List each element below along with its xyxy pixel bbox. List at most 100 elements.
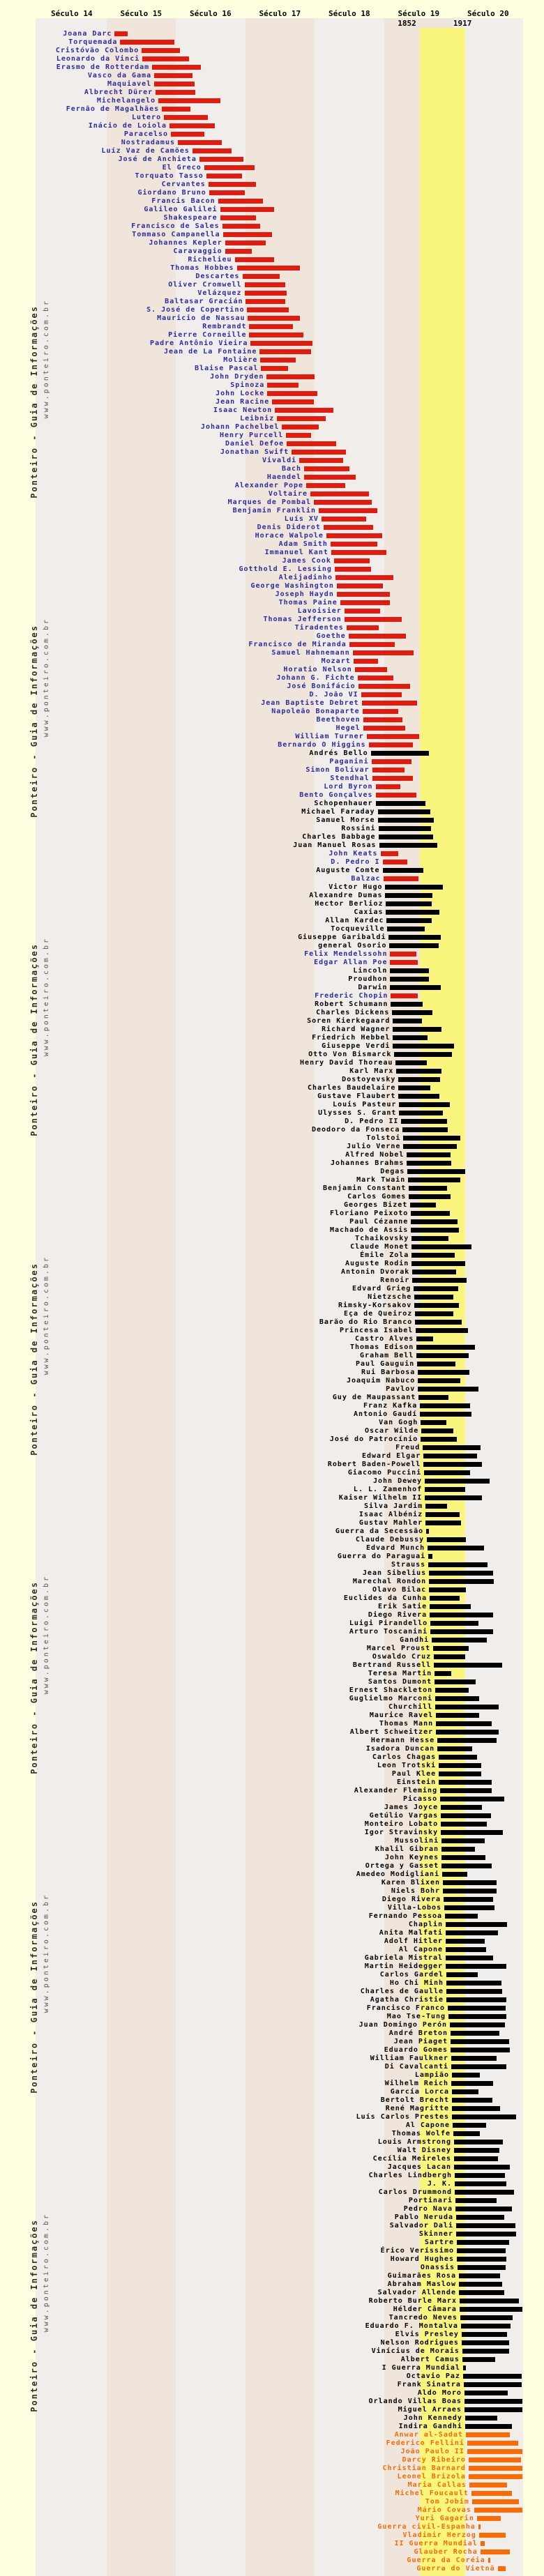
lifespan-bar <box>469 2483 507 2487</box>
lifespan-bar <box>114 31 128 36</box>
lifespan-bar <box>425 1479 490 1484</box>
person-label: Marechal Rondon <box>352 1578 427 1585</box>
lifespan-bar <box>162 107 190 112</box>
person-label: Olavo Bilac <box>372 1586 427 1594</box>
lifespan-bar <box>453 2131 480 2136</box>
lifespan-bar <box>192 148 232 153</box>
century-column <box>106 18 176 2576</box>
lifespan-bar <box>334 567 371 572</box>
lifespan-bar <box>418 1395 449 1400</box>
lifespan-bar <box>333 558 370 563</box>
person-label: Diego Rivera <box>368 1611 428 1619</box>
lifespan-bar <box>411 1219 458 1224</box>
person-label: S. José de Copertino <box>146 306 245 314</box>
person-label: Cecília Meireles <box>372 2155 451 2163</box>
lifespan-bar <box>393 1019 423 1023</box>
lifespan-bar <box>453 2123 486 2128</box>
lifespan-bar <box>378 826 432 831</box>
lifespan-bar <box>468 2474 523 2479</box>
person-label: Igor Stravinsky <box>364 1829 439 1836</box>
person-label: Balzac <box>351 875 381 883</box>
person-label: Jean de La Fontaine <box>164 348 257 356</box>
person-label: Van Gogh <box>379 1419 418 1426</box>
lifespan-bar <box>464 2424 512 2429</box>
person-label: Henry David Thoreau <box>300 1059 393 1067</box>
lifespan-bar <box>375 801 426 806</box>
sidebar-url-text: www.ponteiro.com.br <box>43 936 50 1056</box>
person-label: Robert Schumann <box>315 1000 388 1008</box>
person-label: Samuel Morse <box>316 816 375 824</box>
lifespan-bar <box>411 1253 455 1258</box>
person-label: Gandhi <box>400 1636 430 1644</box>
person-label: José do Patrocínio <box>329 1435 418 1443</box>
person-label: Guerra da Coréia <box>407 2556 485 2564</box>
lifespan-bar <box>412 1270 456 1274</box>
lifespan-bar <box>456 2240 509 2245</box>
lifespan-bar <box>370 751 430 756</box>
person-label: Paul Cézanne <box>349 1218 409 1226</box>
person-label: Martin Heidegger <box>364 1963 444 1970</box>
person-label: Salvador Allende <box>377 2289 456 2296</box>
lifespan-bar <box>455 2198 497 2203</box>
lifespan-bar <box>247 307 289 312</box>
person-label: Schopenhauer <box>314 800 373 807</box>
lifespan-bar <box>354 667 388 672</box>
sidebar-branding-text: Ponteiro - Guia de Informações <box>29 624 39 818</box>
century-label-18: Século 18 <box>328 9 370 18</box>
person-label: Blaise Pascal <box>195 365 259 372</box>
person-label: Khalil Gibran <box>375 1845 439 1853</box>
lifespan-bar <box>411 1261 465 1266</box>
century-label-14: Século 14 <box>50 9 93 18</box>
lifespan-bar <box>418 1378 460 1383</box>
lifespan-bar <box>454 2190 514 2195</box>
person-label: Charles de Gaulle <box>360 1988 444 1995</box>
lifespan-bar <box>169 123 215 128</box>
person-label: Horace Walpole <box>255 532 324 540</box>
person-label: Lincoln <box>353 967 388 975</box>
person-label: II Guerra Mundial <box>394 2540 478 2547</box>
lifespan-bar <box>353 659 378 664</box>
lifespan-bar <box>411 1244 471 1249</box>
person-label: Luís XV <box>284 515 319 523</box>
lifespan-bar <box>386 910 440 915</box>
person-label: Jonathan Swift <box>220 448 289 456</box>
person-label: George Washington <box>250 582 334 590</box>
lifespan-bar <box>446 1930 498 1935</box>
person-label: Oswaldo Cruz <box>372 1653 432 1661</box>
person-label: Monteiro Lobato <box>364 1820 439 1828</box>
person-label: Guerra do Vietnã <box>416 2565 495 2573</box>
person-label: Gabriela Mistral <box>364 1954 444 1962</box>
lifespan-bar <box>446 1956 493 1960</box>
lifespan-bar <box>441 1838 485 1843</box>
lifespan-bar <box>441 1813 491 1818</box>
lifespan-bar <box>468 2457 521 2462</box>
person-label: Carlos Gardel <box>379 1971 444 1979</box>
person-label: Thomas Mann <box>379 1720 434 1728</box>
person-label: Elvis Presley <box>395 2331 459 2338</box>
lifespan-bar <box>430 1621 478 1626</box>
person-label: Leibniz <box>240 415 275 422</box>
lifespan-bar <box>392 1010 433 1015</box>
lifespan-bar <box>425 1487 465 1492</box>
lifespan-bar <box>267 391 317 396</box>
person-label: James Joyce <box>384 1804 439 1811</box>
sidebar-url-text: www.ponteiro.com.br <box>43 2212 50 2332</box>
lifespan-bar <box>468 2466 523 2471</box>
person-label: Simon Bolívar <box>305 766 370 774</box>
person-label: William Turner <box>295 733 364 740</box>
person-label: Eduardo Gomes <box>384 2046 448 2054</box>
person-label: Amedeo Modigliani <box>356 1870 440 1878</box>
person-label: Anita Malfati <box>379 1929 444 1937</box>
lifespan-bar <box>259 349 312 354</box>
person-label: Guimarães Rosa <box>387 2272 456 2280</box>
lifespan-bar <box>451 2081 493 2086</box>
person-label: Portinari <box>408 2197 453 2204</box>
sidebar-url-text: www.ponteiro.com.br <box>43 1256 50 1375</box>
lifespan-bar <box>414 1303 459 1308</box>
lifespan-bar <box>444 1897 493 1902</box>
lifespan-bar <box>348 634 407 639</box>
lifespan-bar <box>462 2365 466 2370</box>
person-label: Richelieu <box>188 256 232 264</box>
person-label: Luíz Vaz de Camões <box>101 147 190 155</box>
person-label: Friedrich Hebbel <box>312 1034 391 1042</box>
